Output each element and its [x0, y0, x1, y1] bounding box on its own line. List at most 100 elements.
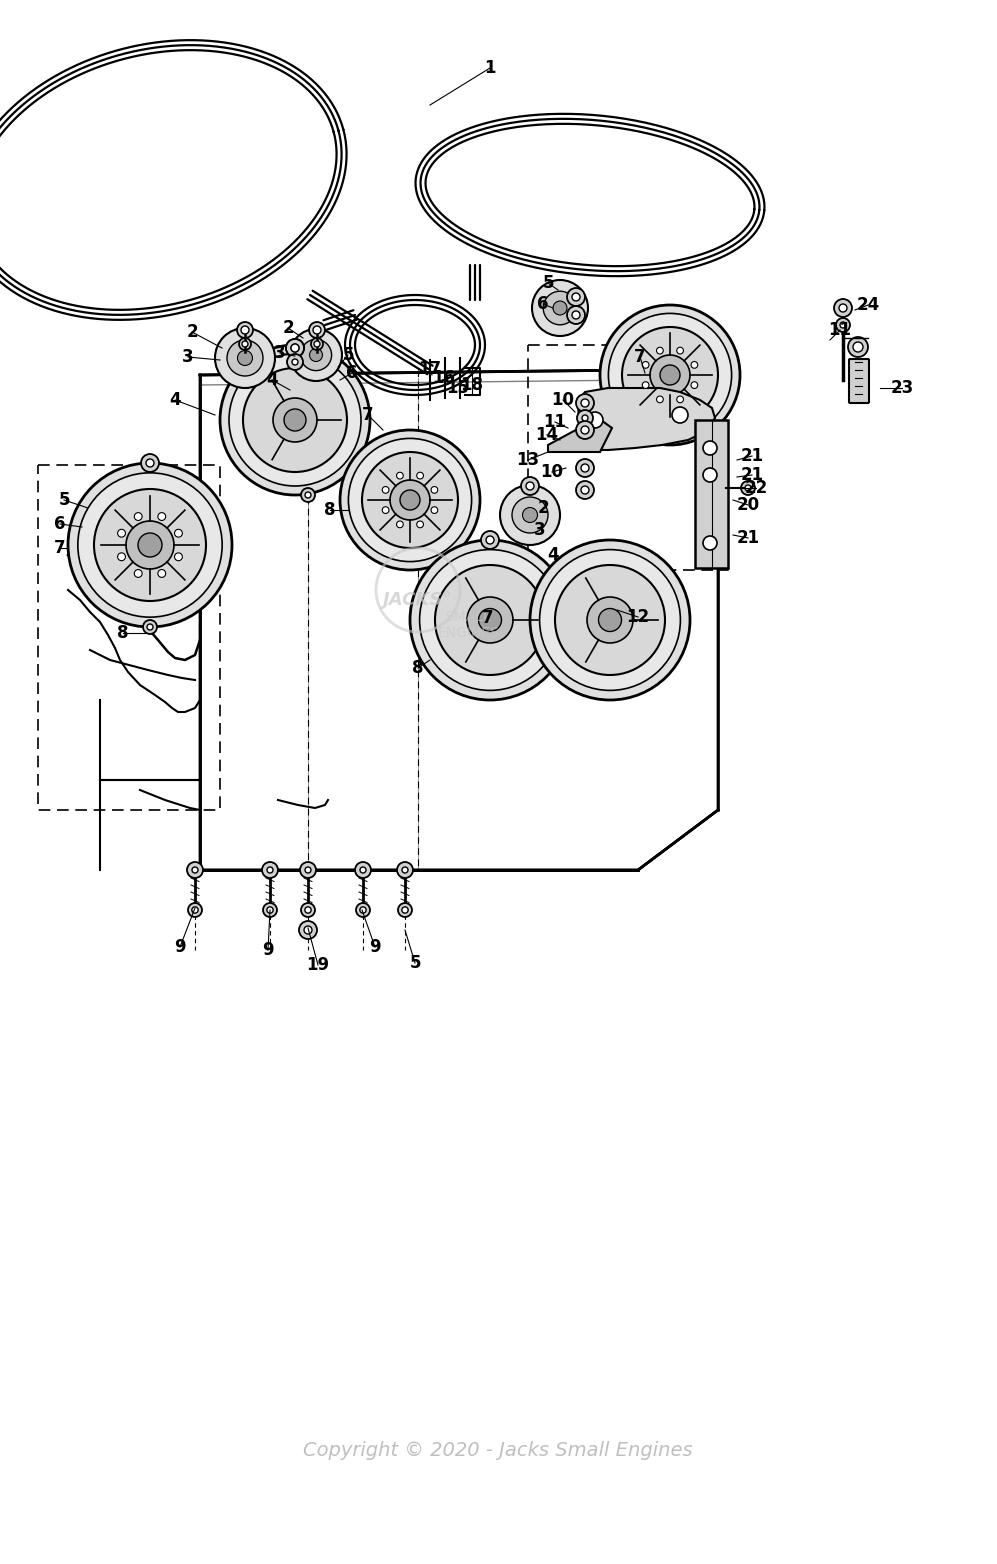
Circle shape: [390, 480, 430, 519]
Circle shape: [267, 866, 273, 873]
Circle shape: [397, 862, 413, 877]
Circle shape: [263, 902, 277, 917]
Circle shape: [397, 521, 403, 527]
Circle shape: [836, 317, 850, 332]
Text: 22: 22: [745, 479, 768, 497]
Circle shape: [840, 322, 846, 328]
Text: 6: 6: [537, 296, 548, 313]
Text: 13: 13: [516, 450, 539, 469]
Text: 1: 1: [485, 59, 496, 77]
Circle shape: [532, 280, 588, 336]
Text: 2: 2: [537, 499, 548, 518]
Text: 5: 5: [342, 346, 354, 364]
Circle shape: [581, 465, 589, 472]
Circle shape: [292, 360, 298, 364]
Text: 8: 8: [324, 500, 336, 519]
Circle shape: [420, 549, 560, 690]
Text: 24: 24: [856, 296, 879, 314]
Text: 5: 5: [409, 954, 421, 971]
Circle shape: [78, 472, 222, 618]
Circle shape: [192, 866, 198, 873]
Circle shape: [642, 361, 649, 368]
Circle shape: [481, 532, 499, 549]
Circle shape: [553, 300, 567, 314]
Circle shape: [237, 350, 252, 366]
Circle shape: [576, 482, 594, 499]
Circle shape: [660, 364, 680, 385]
Circle shape: [572, 292, 580, 300]
Text: 4: 4: [266, 371, 278, 389]
Text: 11: 11: [543, 413, 566, 432]
Circle shape: [402, 907, 408, 913]
Circle shape: [242, 341, 248, 347]
Circle shape: [340, 430, 480, 569]
Circle shape: [143, 619, 157, 633]
Circle shape: [839, 303, 847, 311]
Circle shape: [539, 549, 680, 690]
Circle shape: [486, 536, 494, 544]
Circle shape: [360, 866, 366, 873]
Text: 9: 9: [369, 938, 381, 956]
Circle shape: [677, 396, 684, 404]
Circle shape: [526, 482, 534, 490]
Circle shape: [286, 339, 304, 357]
Circle shape: [382, 486, 389, 493]
Circle shape: [703, 468, 717, 482]
Circle shape: [677, 347, 684, 353]
Text: 4: 4: [169, 391, 180, 410]
Circle shape: [243, 368, 347, 472]
Circle shape: [657, 396, 663, 404]
Text: 20: 20: [737, 496, 760, 515]
Circle shape: [703, 536, 717, 551]
Circle shape: [410, 540, 570, 701]
Circle shape: [435, 565, 545, 676]
Circle shape: [215, 328, 275, 388]
Circle shape: [239, 338, 251, 350]
Circle shape: [567, 288, 585, 307]
Circle shape: [417, 472, 424, 479]
Circle shape: [650, 355, 690, 396]
Circle shape: [672, 407, 688, 422]
Circle shape: [521, 477, 539, 494]
Text: 21: 21: [741, 447, 764, 465]
Circle shape: [657, 347, 663, 353]
Text: 3: 3: [274, 344, 286, 361]
Circle shape: [691, 361, 698, 368]
Circle shape: [314, 341, 320, 347]
Circle shape: [229, 353, 361, 486]
Circle shape: [587, 597, 633, 643]
Circle shape: [581, 425, 589, 433]
Circle shape: [691, 382, 698, 388]
Circle shape: [608, 313, 732, 436]
Circle shape: [402, 866, 408, 873]
Circle shape: [118, 552, 126, 561]
Circle shape: [576, 394, 594, 411]
Circle shape: [431, 507, 438, 513]
Circle shape: [382, 507, 389, 513]
Circle shape: [512, 497, 548, 533]
Text: 7: 7: [483, 608, 494, 627]
Text: 21: 21: [741, 466, 764, 483]
Circle shape: [834, 299, 852, 317]
Circle shape: [587, 411, 603, 429]
Circle shape: [398, 902, 412, 917]
Circle shape: [600, 305, 740, 446]
Circle shape: [118, 529, 126, 536]
Text: 3: 3: [534, 521, 545, 540]
FancyBboxPatch shape: [849, 360, 869, 404]
Circle shape: [356, 902, 370, 917]
Text: 7: 7: [54, 540, 66, 557]
Circle shape: [241, 325, 249, 335]
Text: 6: 6: [54, 515, 66, 533]
Text: 3: 3: [182, 349, 193, 366]
Circle shape: [431, 486, 438, 493]
Circle shape: [305, 907, 311, 913]
Text: 2: 2: [186, 324, 197, 341]
Text: 11: 11: [829, 321, 851, 339]
Text: 9: 9: [174, 938, 185, 956]
Circle shape: [576, 421, 594, 439]
Circle shape: [290, 328, 342, 382]
Text: 8: 8: [118, 624, 129, 641]
Text: 5: 5: [542, 274, 553, 292]
Circle shape: [267, 907, 273, 913]
